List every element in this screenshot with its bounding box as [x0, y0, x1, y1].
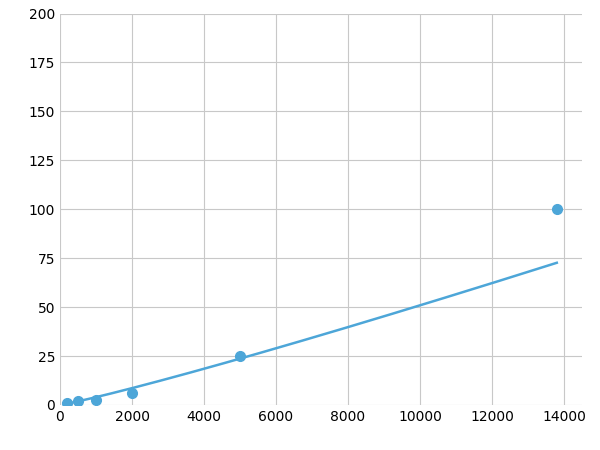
Point: [235, 352, 245, 360]
Point: [91, 396, 101, 404]
Point: [73, 397, 83, 405]
Point: [552, 206, 562, 213]
Point: [62, 400, 72, 407]
Point: [127, 390, 137, 397]
